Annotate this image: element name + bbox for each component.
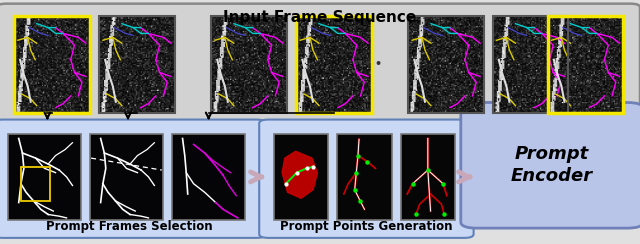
FancyBboxPatch shape bbox=[274, 134, 328, 220]
Text: Input Frame Sequence: Input Frame Sequence bbox=[223, 10, 417, 25]
Text: Prompt Frames Selection: Prompt Frames Selection bbox=[46, 220, 213, 233]
FancyBboxPatch shape bbox=[337, 134, 392, 220]
Text: Prompt Points Generation: Prompt Points Generation bbox=[280, 220, 452, 233]
Text: • • •: • • • bbox=[353, 59, 382, 69]
Text: • • •: • • • bbox=[144, 59, 173, 69]
FancyBboxPatch shape bbox=[259, 120, 474, 238]
FancyBboxPatch shape bbox=[8, 134, 81, 220]
FancyBboxPatch shape bbox=[90, 134, 163, 220]
FancyBboxPatch shape bbox=[0, 120, 266, 238]
Text: Prompt
Encoder: Prompt Encoder bbox=[511, 145, 593, 185]
FancyBboxPatch shape bbox=[401, 134, 455, 220]
FancyBboxPatch shape bbox=[461, 102, 640, 228]
FancyBboxPatch shape bbox=[172, 134, 245, 220]
Polygon shape bbox=[282, 151, 317, 198]
FancyBboxPatch shape bbox=[0, 4, 640, 126]
